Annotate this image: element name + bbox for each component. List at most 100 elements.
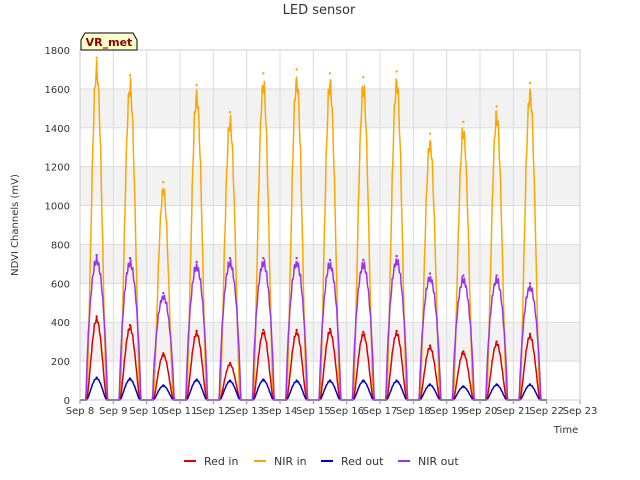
peak-point — [162, 291, 165, 295]
x-tick-label: Sep 19 — [429, 406, 464, 417]
peak-point — [395, 70, 398, 73]
peak-point — [462, 385, 465, 388]
y-tick-label: 600 — [51, 279, 70, 290]
legend: Red in NIR in Red out NIR out — [184, 455, 459, 468]
plot-band — [80, 127, 580, 167]
peak-point — [295, 328, 298, 332]
y-tick-label: 1200 — [45, 163, 70, 174]
peak-point — [395, 329, 398, 333]
plot-band — [80, 283, 580, 323]
peak-point — [262, 72, 265, 75]
peak-point — [528, 332, 532, 336]
peak-point — [428, 383, 432, 386]
legend-label: Red in — [204, 455, 238, 468]
legend-label: NIR in — [274, 455, 307, 468]
station-badge: VR_met — [80, 32, 138, 51]
peak-point — [95, 253, 98, 257]
y-tick-label: 1600 — [45, 85, 70, 96]
peak-point — [328, 72, 332, 75]
y-tick-label: 0 — [64, 396, 70, 407]
x-tick-label: Sep 13 — [229, 406, 264, 417]
peak-point — [162, 384, 165, 387]
peak-point — [128, 74, 132, 77]
peak-point — [195, 260, 198, 264]
peak-point — [295, 379, 298, 382]
peak-point — [228, 379, 232, 382]
peak-point — [95, 376, 98, 379]
x-tick-label: Sep 9 — [99, 406, 127, 417]
x-tick-label: Sep 15 — [296, 406, 331, 417]
peak-point — [162, 352, 165, 355]
peak-point — [195, 378, 198, 381]
y-tick-label: 1000 — [45, 202, 70, 213]
plot-band — [80, 205, 580, 245]
x-tick-label: Sep 14 — [263, 406, 298, 417]
x-tick-label: Sep 20 — [463, 406, 498, 417]
y-tick-label: 400 — [51, 318, 70, 329]
x-tick-label: Sep 22 — [529, 406, 564, 417]
peak-point — [328, 258, 332, 262]
x-axis-title: Time — [553, 425, 578, 436]
axes: 0 200 400 600 800 1000 1200 1400 1600 1800 Sep 8 Se… — [45, 46, 598, 417]
peak-point — [262, 256, 265, 260]
plot-background — [80, 50, 580, 400]
peak-point — [462, 274, 465, 277]
peak-point — [362, 330, 365, 334]
x-tick-label: Sep 11 — [163, 406, 198, 417]
peak-point — [528, 383, 532, 386]
peak-point — [362, 258, 365, 262]
y-tick-label: 1800 — [45, 46, 70, 57]
chart-title: LED sensor — [283, 3, 356, 18]
peak-point — [495, 105, 498, 108]
peak-point — [395, 254, 398, 258]
peak-point — [295, 256, 298, 260]
peak-point — [295, 68, 298, 71]
peak-point — [462, 350, 465, 353]
x-tick-label: Sep 21 — [496, 406, 531, 417]
peak-point — [528, 81, 532, 85]
peak-point — [195, 329, 198, 333]
x-tick-label: Sep 12 — [196, 406, 231, 417]
legend-label: Red out — [341, 455, 384, 468]
peak-point — [195, 83, 198, 87]
peak-point — [262, 328, 265, 332]
y-tick-label: 200 — [51, 357, 70, 368]
peak-point — [228, 256, 232, 260]
plot-band — [80, 166, 580, 206]
peak-point — [428, 272, 432, 275]
badge-label: VR_met — [86, 36, 133, 49]
peak-point — [528, 282, 532, 285]
peak-point — [95, 315, 98, 318]
peak-point — [95, 56, 98, 59]
y-tick-label: 800 — [51, 240, 70, 251]
peak-point — [362, 379, 365, 382]
y-tick-label: 1400 — [45, 124, 70, 135]
peak-point — [462, 120, 465, 124]
plot-frame — [79, 49, 581, 401]
y-axis-title: NDVI Channels (mV) — [10, 174, 21, 276]
peak-point — [328, 379, 332, 382]
peak-point — [128, 323, 132, 327]
peak-point — [228, 111, 232, 114]
peak-point — [395, 379, 398, 382]
badge-shape — [80, 32, 138, 51]
x-tick-label: Sep 8 — [66, 406, 94, 417]
peak-point — [362, 76, 365, 79]
x-tick-label: Sep 16 — [329, 406, 364, 417]
peak-point — [262, 378, 265, 381]
peak-point — [428, 132, 432, 135]
legend-label: NIR out — [418, 455, 459, 468]
peak-point — [162, 181, 165, 184]
peak-point — [495, 274, 498, 277]
peak-point — [128, 377, 132, 380]
x-tick-label: Sep 10 — [129, 406, 164, 417]
x-tick-label: Sep 17 — [363, 406, 398, 417]
x-tick-label: Sep 23 — [563, 406, 598, 417]
peak-point — [228, 361, 232, 365]
peak-point — [428, 344, 432, 347]
x-tick-label: Sep 18 — [396, 406, 431, 417]
peak-point — [495, 340, 498, 343]
peak-point — [328, 327, 332, 331]
peak-point — [128, 256, 132, 260]
